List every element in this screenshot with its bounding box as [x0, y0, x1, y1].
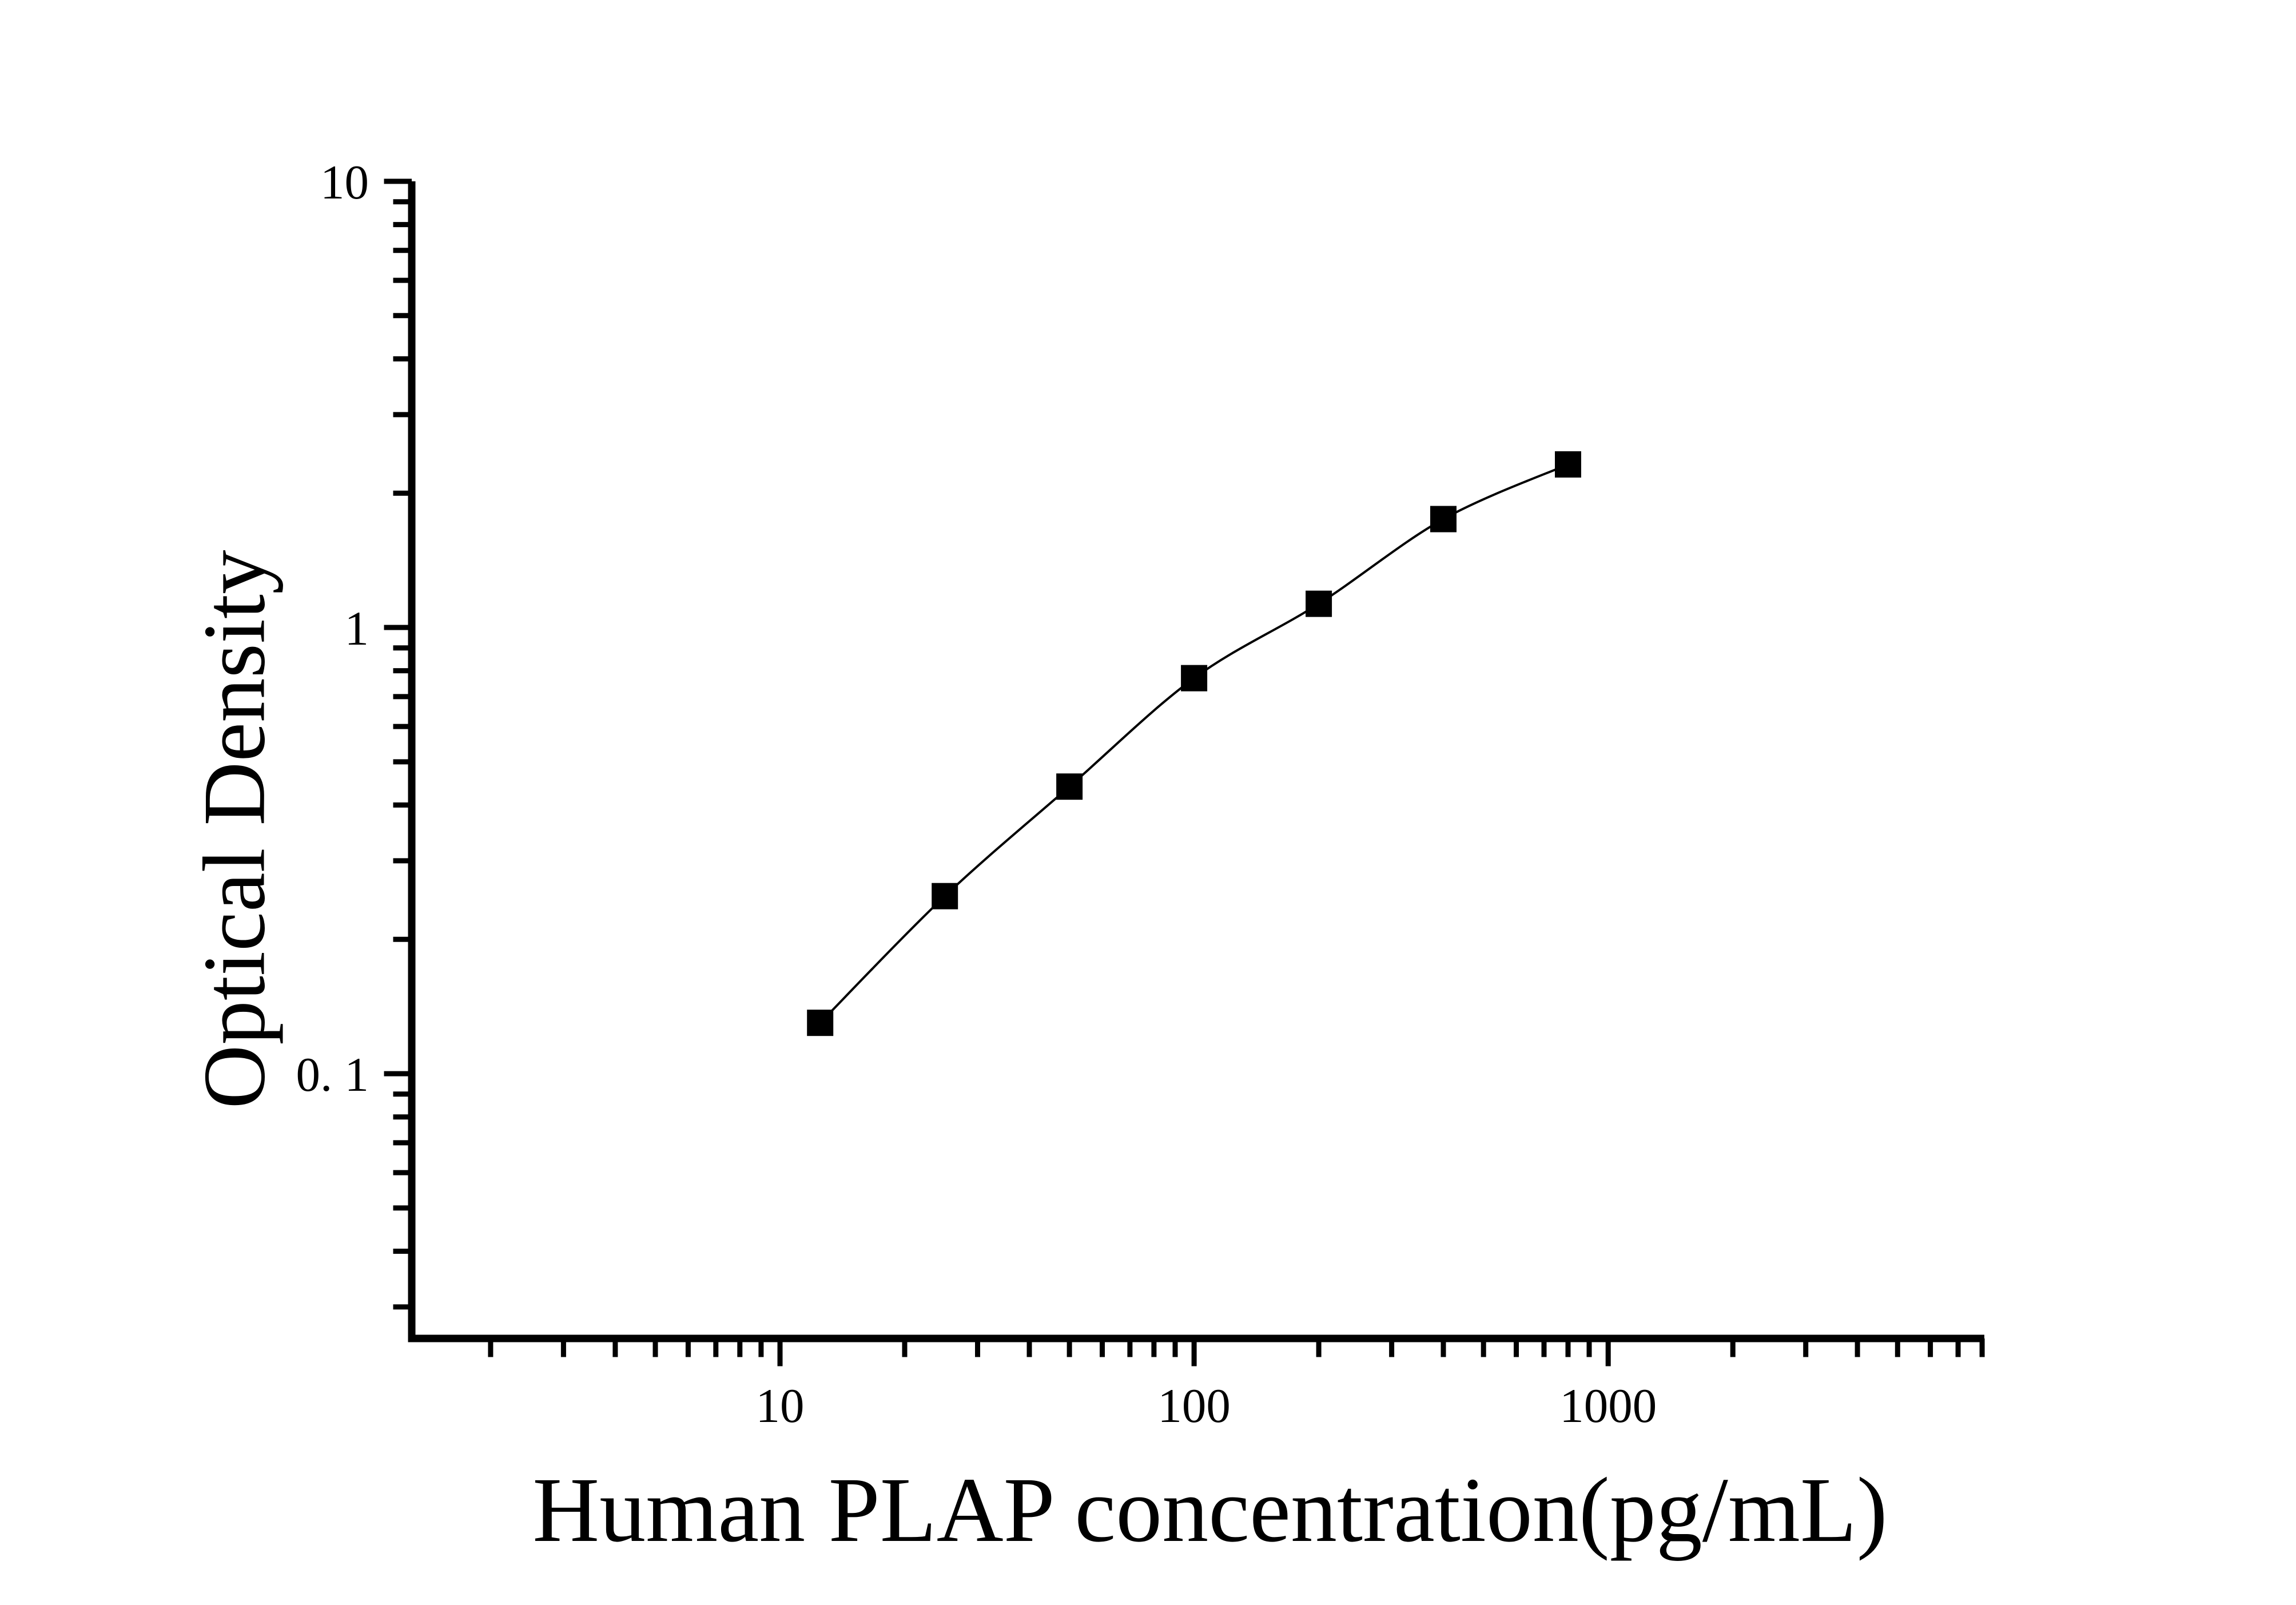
data-point-marker — [1430, 506, 1457, 533]
data-point-marker — [1555, 451, 1581, 478]
y-tick-label: 1 — [345, 602, 369, 655]
data-point-marker — [1306, 590, 1332, 617]
x-tick-label: 10 — [756, 1379, 805, 1433]
x-axis-title: Human PLAP concentration(pg/mL) — [532, 1459, 1888, 1562]
y-tick-label: 0. 1 — [296, 1048, 369, 1102]
data-point-marker — [1056, 773, 1083, 800]
axes-spines — [408, 181, 1984, 1342]
y-axis-title: Optical Density — [185, 550, 284, 1109]
x-tick-label: 1000 — [1559, 1379, 1657, 1433]
x-tick-label: 100 — [1157, 1379, 1231, 1433]
data-point-marker — [807, 1010, 834, 1036]
y-tick-label: 10 — [320, 156, 369, 209]
data-point-marker — [1181, 665, 1208, 692]
data-point-marker — [932, 883, 958, 909]
